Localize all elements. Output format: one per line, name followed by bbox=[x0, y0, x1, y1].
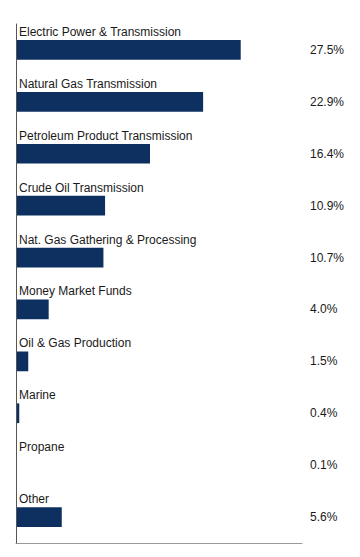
svg-text:Crude Oil Transmission: Crude Oil Transmission bbox=[19, 181, 144, 195]
svg-text:10.7%: 10.7% bbox=[310, 251, 344, 265]
svg-text:Natural Gas Transmission: Natural Gas Transmission bbox=[19, 77, 157, 91]
svg-text:5.6%: 5.6% bbox=[310, 510, 338, 524]
svg-text:16.4%: 16.4% bbox=[310, 147, 344, 161]
svg-text:4.0%: 4.0% bbox=[310, 302, 338, 316]
svg-text:Petroleum Product Transmission: Petroleum Product Transmission bbox=[19, 129, 192, 143]
svg-text:Propane: Propane bbox=[19, 440, 65, 454]
svg-text:0.4%: 0.4% bbox=[310, 406, 338, 420]
svg-text:1.5%: 1.5% bbox=[310, 354, 338, 368]
svg-text:Marine: Marine bbox=[19, 388, 56, 402]
svg-text:10.9%: 10.9% bbox=[310, 199, 344, 213]
svg-text:22.9%: 22.9% bbox=[310, 95, 344, 109]
svg-text:27.5%: 27.5% bbox=[310, 43, 344, 57]
svg-text:Nat. Gas Gathering & Processin: Nat. Gas Gathering & Processing bbox=[19, 233, 196, 247]
svg-text:Electric Power & Transmission: Electric Power & Transmission bbox=[19, 25, 181, 39]
svg-text:Other: Other bbox=[19, 492, 49, 506]
svg-text:Money Market Funds: Money Market Funds bbox=[19, 284, 132, 298]
svg-text:Oil & Gas Production: Oil & Gas Production bbox=[19, 336, 131, 350]
svg-text:0.1%: 0.1% bbox=[310, 458, 338, 472]
